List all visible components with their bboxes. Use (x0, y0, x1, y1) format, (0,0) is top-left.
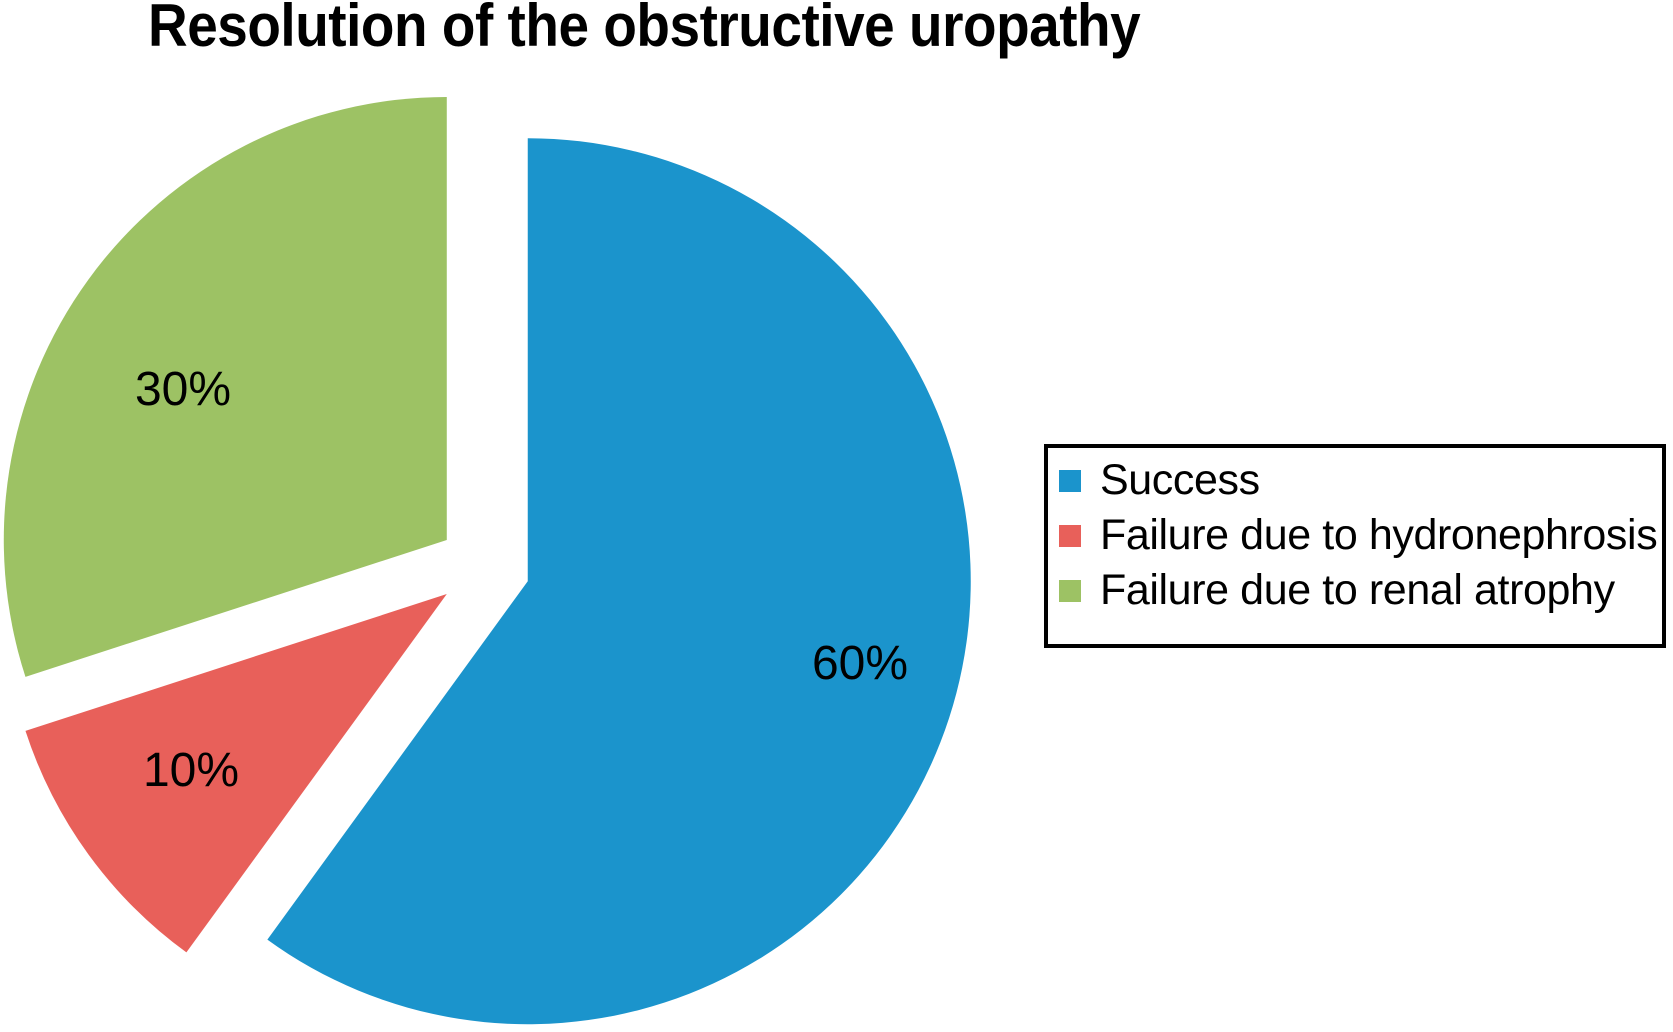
legend-item-failure-due-to-renal-atrophy: Failure due to renal atrophy (1048, 563, 1662, 618)
pie-slice-failure-due-to-hydronephrosis (25, 594, 447, 953)
pie-slices-group (3, 96, 971, 1025)
legend-swatch-success (1059, 469, 1081, 492)
pct-label-success: 60% (811, 637, 909, 690)
legend-label: Failure due to renal atrophy (1100, 566, 1615, 614)
pct-label-failure-due-to-hydronephrosis: 10% (142, 744, 240, 797)
legend-swatch-failure-due-to-hydronephrosis (1059, 524, 1081, 547)
pie-slice-failure-due-to-renal-atrophy (3, 96, 447, 677)
chart-title: Resolution of the obstructive uropathy (148, 0, 1141, 59)
legend-item-failure-due-to-hydronephrosis: Failure due to hydronephrosis (1048, 508, 1662, 563)
legend-swatch-failure-due-to-renal-atrophy (1059, 579, 1081, 602)
legend-rows: Success Failure due to hydronephrosis Fail… (1048, 453, 1662, 618)
pct-label-failure-due-to-renal-atrophy: 30% (134, 363, 232, 416)
legend-label: Failure due to hydronephrosis (1100, 511, 1658, 559)
legend: Success Failure due to hydronephrosis Fail… (1044, 444, 1666, 648)
legend-item-success: Success (1048, 453, 1662, 508)
pie-slice-success (267, 138, 971, 1025)
legend-label: Success (1100, 456, 1260, 504)
